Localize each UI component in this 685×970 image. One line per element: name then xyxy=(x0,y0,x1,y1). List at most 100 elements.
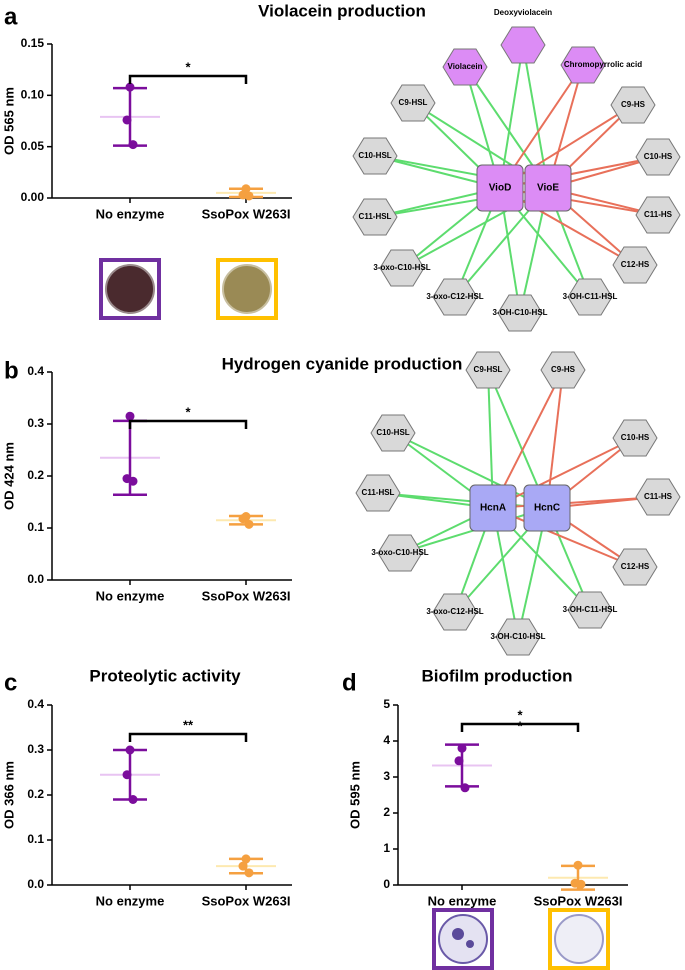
network-node xyxy=(635,196,681,234)
node-label: C10-HSL xyxy=(376,428,409,437)
data-point xyxy=(244,191,254,201)
data-point xyxy=(122,770,132,780)
y-axis-label: OD 595 nm xyxy=(347,761,362,829)
node-label: C11-HSL xyxy=(359,212,392,221)
panel-label: b xyxy=(4,357,19,384)
node-label: 3-OH-C11-HSL xyxy=(563,605,618,614)
data-point xyxy=(125,745,135,755)
node-label: C12-HS xyxy=(621,260,650,269)
node-label: VioE xyxy=(537,183,559,194)
network-edge xyxy=(499,44,524,189)
network-node xyxy=(635,138,681,176)
x-tick-label: SsoPox W263I xyxy=(202,893,291,908)
node-label: 3-OH-C10-HSL xyxy=(492,308,547,317)
network-node xyxy=(612,548,658,586)
network-node xyxy=(524,164,572,212)
node-label: C9-HSL xyxy=(399,98,428,107)
network-node xyxy=(352,137,398,175)
network-node xyxy=(610,86,656,124)
significance-bracket xyxy=(460,722,580,732)
y-tick-label: 0.10 xyxy=(21,88,45,102)
network-node xyxy=(476,164,524,212)
data-point xyxy=(460,783,470,793)
data-point xyxy=(454,756,464,766)
node-label: Violacein xyxy=(448,62,483,71)
photo-well xyxy=(438,914,488,964)
y-tick-label: 1 xyxy=(383,841,390,855)
network-node xyxy=(635,478,681,516)
panel-label: a xyxy=(4,3,18,30)
node-label: VioD xyxy=(489,183,512,194)
data-point xyxy=(128,795,138,804)
significance-bracket xyxy=(128,419,248,429)
y-tick-label: 4 xyxy=(383,733,390,747)
network-node xyxy=(465,351,511,389)
node-label: C10-HSL xyxy=(358,151,391,160)
significance-label: * xyxy=(185,404,191,419)
y-tick-label: 0.2 xyxy=(27,787,44,801)
y-axis-label: OD 565 nm xyxy=(1,87,16,155)
x-tick-label: No enzyme xyxy=(96,206,165,221)
chart: Hydrogen cyanide production b OD 424 nm 0.0… xyxy=(1,354,462,603)
significance-label: * xyxy=(517,707,523,722)
data-point xyxy=(573,860,583,870)
photo-well xyxy=(222,264,272,314)
panel-label: d xyxy=(342,669,357,696)
data-point xyxy=(238,861,248,871)
y-tick-label: 0.0 xyxy=(27,572,44,586)
photo-row-a xyxy=(99,258,278,320)
chart: Violacein production a OD 565 nm 0.00 0.05 0.… xyxy=(1,1,425,221)
chart-title: Violacein production xyxy=(258,1,426,20)
node-label: C9-HSL xyxy=(474,365,503,374)
node-label: C9-HS xyxy=(551,365,576,374)
node-label: C11-HS xyxy=(644,492,673,501)
y-tick-label: 0.0 xyxy=(27,877,44,891)
network-node xyxy=(379,249,425,287)
node-label: Deoxyviolacein xyxy=(494,8,552,17)
significance-bracket xyxy=(128,732,248,742)
y-tick-label: 3 xyxy=(383,769,390,783)
y-tick-label: 0.1 xyxy=(27,520,44,534)
node-label: HcnA xyxy=(480,503,506,514)
network-node xyxy=(560,46,606,84)
network-node xyxy=(390,84,436,122)
network-node xyxy=(500,26,546,64)
x-tick-label: SsoPox W263I xyxy=(202,588,291,603)
chart: Proteolytic activity c OD 366 nm 0.0 0.1 0.2 0… xyxy=(1,666,292,908)
network-node xyxy=(469,484,517,532)
network: VioD VioE Violacein Deoxyviolacein Chromopyr… xyxy=(352,8,681,332)
node-label: C10-HS xyxy=(644,152,673,161)
network-node xyxy=(442,48,488,86)
photo-row-d xyxy=(432,908,610,970)
y-tick-label: 0.2 xyxy=(27,468,44,482)
network-node xyxy=(497,294,543,332)
y-tick-label: 0.05 xyxy=(21,139,45,153)
chart-title: Biofilm production xyxy=(421,666,572,685)
y-tick-label: 0.00 xyxy=(21,190,45,204)
network-node xyxy=(523,484,571,532)
photo-well xyxy=(554,914,604,964)
data-point xyxy=(244,519,254,529)
photo-frame xyxy=(216,258,278,320)
significance-bracket xyxy=(128,74,248,84)
data-point xyxy=(576,879,586,889)
y-tick-label: 0 xyxy=(383,877,390,891)
network-node xyxy=(355,474,401,512)
node-label: C10-HS xyxy=(621,433,650,442)
x-tick-label: No enzyme xyxy=(96,893,165,908)
y-tick-label: 0.3 xyxy=(27,742,44,756)
network-node xyxy=(352,198,398,236)
data-point xyxy=(125,82,135,92)
node-label: 3-oxo-C10-HSL xyxy=(373,263,430,272)
node-label: C9-HS xyxy=(621,100,646,109)
x-tick-label: No enzyme xyxy=(428,893,497,908)
node-label: C11-HS xyxy=(644,210,673,219)
data-point xyxy=(457,743,467,753)
y-tick-label: 0.15 xyxy=(21,36,45,50)
network-node xyxy=(432,593,478,631)
data-point xyxy=(244,868,254,878)
data-point xyxy=(128,140,138,150)
photo-frame xyxy=(99,258,161,320)
network-node xyxy=(377,534,423,572)
